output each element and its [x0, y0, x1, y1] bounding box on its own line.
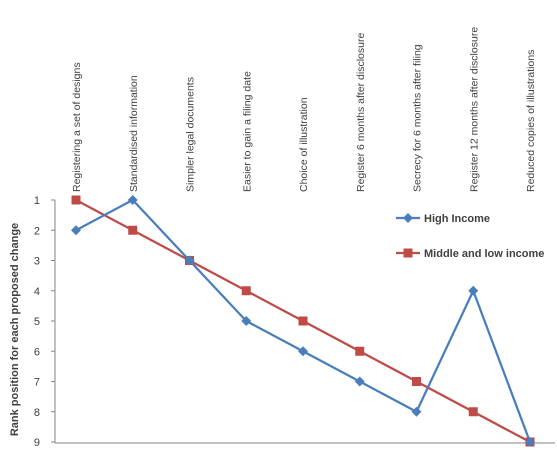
y-tick-label: 3 — [34, 256, 40, 268]
data-point — [468, 285, 479, 296]
legend: High Income Middle and low income — [396, 213, 544, 260]
y-tick-label: 2 — [34, 225, 40, 237]
data-point — [127, 195, 138, 205]
legend-marker — [403, 213, 413, 223]
y-tick-label: 9 — [34, 437, 40, 449]
category-label: Reduced copies of illustrations — [525, 50, 537, 192]
data-point — [468, 407, 478, 417]
category-label: Simpler legal documents — [185, 77, 197, 192]
data-point — [412, 377, 421, 386]
data-point — [355, 346, 365, 356]
y-tick-label: 1 — [34, 195, 40, 207]
y-tick-label: 4 — [34, 286, 40, 298]
y-axis-title: Rank position for each proposed change — [9, 223, 21, 436]
legend-label: Middle and low income — [424, 248, 544, 260]
axes — [51, 199, 555, 444]
y-tick-label: 7 — [34, 377, 40, 389]
data-point — [298, 316, 308, 326]
category-label: Register 6 months after disclosure — [355, 33, 367, 192]
y-tick-label: 6 — [34, 346, 40, 358]
data-point — [128, 225, 138, 235]
y-tick-labels: 1 2 3 4 5 6 7 8 9 — [34, 195, 40, 449]
category-label: Secrecy for 6 months after filing — [412, 44, 424, 192]
category-label: Register 12 months after disclosure — [468, 27, 480, 192]
legend-marker — [403, 248, 413, 258]
category-labels: Registering a set of designs Standardised… — [71, 27, 537, 192]
series-high-income — [71, 195, 535, 447]
series-layer — [71, 195, 535, 447]
data-point — [71, 225, 81, 236]
data-point — [241, 316, 252, 326]
data-point — [184, 255, 195, 266]
y-tick-label: 8 — [34, 407, 40, 419]
data-point — [71, 195, 81, 205]
data-point — [241, 286, 251, 296]
category-label: Standardised information — [128, 75, 140, 192]
series-middle-low-income — [71, 195, 535, 447]
data-point — [354, 376, 365, 387]
category-label: Registering a set of designs — [71, 62, 83, 192]
data-point — [411, 406, 422, 417]
category-label: Easier to gain a filing date — [241, 71, 253, 192]
y-tick-label: 5 — [34, 316, 40, 328]
legend-label: High Income — [424, 213, 490, 225]
data-point — [525, 437, 535, 447]
category-label: Choice of illustration — [298, 97, 310, 192]
data-point — [298, 346, 308, 357]
